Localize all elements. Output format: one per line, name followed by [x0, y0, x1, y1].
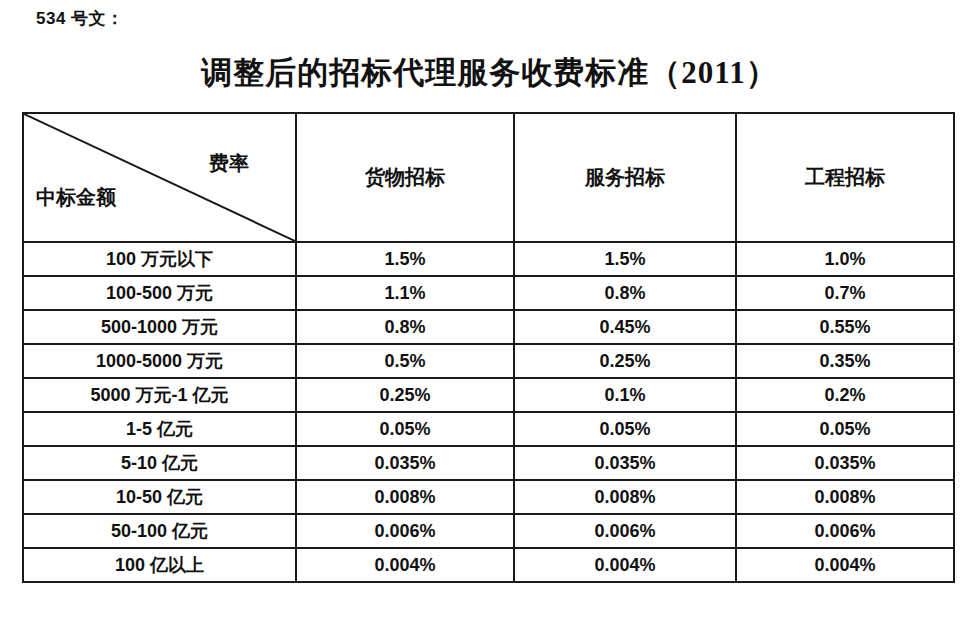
- rate-cell: 0.1%: [514, 378, 736, 412]
- corner-label-bid-amount: 中标金额: [36, 184, 116, 211]
- rate-cell: 0.035%: [514, 446, 736, 480]
- table-row: 100 亿以上 0.004% 0.004% 0.004%: [23, 548, 954, 582]
- rate-cell: 0.5%: [296, 344, 514, 378]
- page-title: 调整后的招标代理服务收费标准（2011）: [0, 52, 979, 94]
- rate-cell: 0.55%: [736, 310, 954, 344]
- rate-cell: 0.035%: [736, 446, 954, 480]
- row-label: 10-50 亿元: [23, 480, 296, 514]
- row-label: 5000 万元-1 亿元: [23, 378, 296, 412]
- rate-cell: 1.0%: [736, 242, 954, 276]
- row-label: 100 亿以上: [23, 548, 296, 582]
- rate-cell: 0.25%: [514, 344, 736, 378]
- table-row: 500-1000 万元 0.8% 0.45% 0.55%: [23, 310, 954, 344]
- table-row: 5-10 亿元 0.035% 0.035% 0.035%: [23, 446, 954, 480]
- rate-cell: 0.05%: [514, 412, 736, 446]
- table-row: 100 万元以下 1.5% 1.5% 1.0%: [23, 242, 954, 276]
- corner-label-rate: 费率: [209, 150, 249, 177]
- row-label: 500-1000 万元: [23, 310, 296, 344]
- rate-cell: 0.05%: [296, 412, 514, 446]
- rate-cell: 0.35%: [736, 344, 954, 378]
- doc-number: 534 号文：: [36, 7, 124, 30]
- table-row: 10-50 亿元 0.008% 0.008% 0.008%: [23, 480, 954, 514]
- rate-cell: 0.004%: [736, 548, 954, 582]
- row-label: 100-500 万元: [23, 276, 296, 310]
- rate-cell: 1.5%: [514, 242, 736, 276]
- row-label: 1000-5000 万元: [23, 344, 296, 378]
- rate-cell: 0.008%: [736, 480, 954, 514]
- rate-cell: 0.004%: [514, 548, 736, 582]
- rate-cell: 0.008%: [514, 480, 736, 514]
- document-page: 534 号文： 调整后的招标代理服务收费标准（2011） 费率 中标金额 货物招…: [0, 0, 979, 629]
- table-row: 1-5 亿元 0.05% 0.05% 0.05%: [23, 412, 954, 446]
- rate-cell: 0.8%: [296, 310, 514, 344]
- rate-cell: 0.006%: [514, 514, 736, 548]
- row-label: 50-100 亿元: [23, 514, 296, 548]
- fee-table-body: 100 万元以下 1.5% 1.5% 1.0% 100-500 万元 1.1% …: [23, 242, 954, 582]
- row-label: 1-5 亿元: [23, 412, 296, 446]
- fee-table: 费率 中标金额 货物招标 服务招标 工程招标 100 万元以下 1.5% 1.5…: [22, 112, 955, 583]
- rate-cell: 0.035%: [296, 446, 514, 480]
- column-header-engineering-bidding: 工程招标: [736, 113, 954, 242]
- rate-cell: 0.2%: [736, 378, 954, 412]
- rate-cell: 1.1%: [296, 276, 514, 310]
- row-label: 5-10 亿元: [23, 446, 296, 480]
- rate-cell: 0.7%: [736, 276, 954, 310]
- rate-cell: 0.05%: [736, 412, 954, 446]
- header-row: 费率 中标金额 货物招标 服务招标 工程招标: [23, 113, 954, 242]
- row-label: 100 万元以下: [23, 242, 296, 276]
- table-row: 5000 万元-1 亿元 0.25% 0.1% 0.2%: [23, 378, 954, 412]
- rate-cell: 0.006%: [736, 514, 954, 548]
- column-header-service-bidding: 服务招标: [514, 113, 736, 242]
- rate-cell: 0.45%: [514, 310, 736, 344]
- rate-cell: 0.8%: [514, 276, 736, 310]
- column-header-goods-bidding: 货物招标: [296, 113, 514, 242]
- rate-cell: 0.25%: [296, 378, 514, 412]
- corner-header-cell: 费率 中标金额: [23, 113, 296, 242]
- table-row: 1000-5000 万元 0.5% 0.25% 0.35%: [23, 344, 954, 378]
- table-row: 100-500 万元 1.1% 0.8% 0.7%: [23, 276, 954, 310]
- diagonal-divider-line: [24, 114, 295, 241]
- rate-cell: 1.5%: [296, 242, 514, 276]
- rate-cell: 0.006%: [296, 514, 514, 548]
- rate-cell: 0.008%: [296, 480, 514, 514]
- rate-cell: 0.004%: [296, 548, 514, 582]
- table-row: 50-100 亿元 0.006% 0.006% 0.006%: [23, 514, 954, 548]
